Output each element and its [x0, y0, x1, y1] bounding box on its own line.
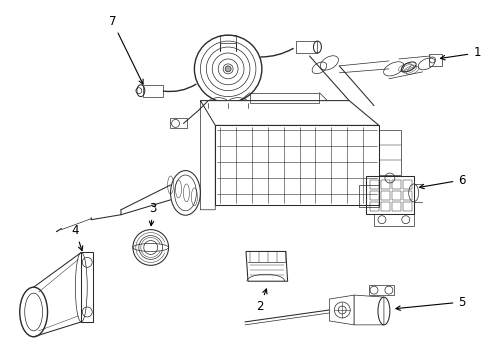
Polygon shape [369, 285, 394, 295]
Bar [250, 93, 319, 103]
Text: 4: 4 [72, 224, 83, 251]
Text: 2: 2 [256, 289, 267, 313]
Bar [392, 180, 401, 189]
Polygon shape [329, 295, 354, 325]
Bar [381, 191, 390, 200]
Text: 5: 5 [396, 296, 466, 310]
Polygon shape [246, 251, 288, 281]
Bar [370, 180, 379, 189]
Bar [392, 191, 401, 200]
Bar [170, 118, 188, 129]
Polygon shape [215, 125, 379, 205]
Bar [392, 202, 401, 211]
Circle shape [225, 66, 231, 72]
Polygon shape [81, 252, 93, 322]
Bar [359, 185, 379, 207]
Bar [370, 202, 379, 211]
Polygon shape [200, 100, 215, 210]
Bar [143, 85, 163, 96]
Bar [403, 180, 412, 189]
Bar [381, 202, 390, 211]
Bar [370, 191, 379, 200]
Bar [379, 130, 401, 175]
Bar [366, 176, 414, 214]
Text: 3: 3 [149, 202, 156, 226]
Bar [374, 214, 414, 226]
Polygon shape [200, 100, 379, 125]
Text: 6: 6 [419, 174, 466, 189]
Text: 1: 1 [441, 46, 481, 60]
Bar [403, 202, 412, 211]
Bar [403, 191, 412, 200]
Bar [220, 35, 236, 43]
Bar [381, 180, 390, 189]
Bar [429, 54, 442, 66]
Polygon shape [354, 295, 384, 325]
Bar [295, 41, 318, 53]
Text: 7: 7 [108, 15, 143, 84]
